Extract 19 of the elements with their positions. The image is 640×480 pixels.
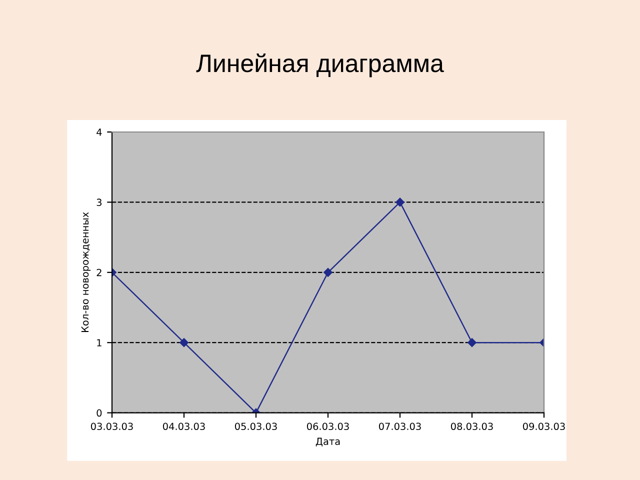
y-axis-title: Кол-во новорожденных xyxy=(81,212,91,332)
x-tick-label: 05.03.03 xyxy=(234,422,277,430)
x-tick-label: 08.03.03 xyxy=(450,422,493,430)
y-tick-label: 0 xyxy=(96,409,102,417)
y-tick-label: 3 xyxy=(96,198,102,206)
x-tick-label: 03.03.03 xyxy=(90,422,133,430)
x-tick-label: 06.03.03 xyxy=(306,422,349,430)
point xyxy=(396,198,404,207)
y-tick-label: 1 xyxy=(97,339,102,346)
point xyxy=(180,338,188,348)
chart-title: Линейная диаграмма xyxy=(196,53,444,78)
x-tick-label: 09.03.03 xyxy=(522,422,565,430)
point xyxy=(468,338,476,348)
x-tick-label: 04.03.03 xyxy=(162,422,205,430)
y-tick-label: 2 xyxy=(96,268,102,276)
point xyxy=(324,268,332,277)
x-tick-label: 07.03.03 xyxy=(378,422,421,430)
x-axis-title: Дата xyxy=(316,438,340,446)
y-tick-label: 4 xyxy=(96,128,102,136)
